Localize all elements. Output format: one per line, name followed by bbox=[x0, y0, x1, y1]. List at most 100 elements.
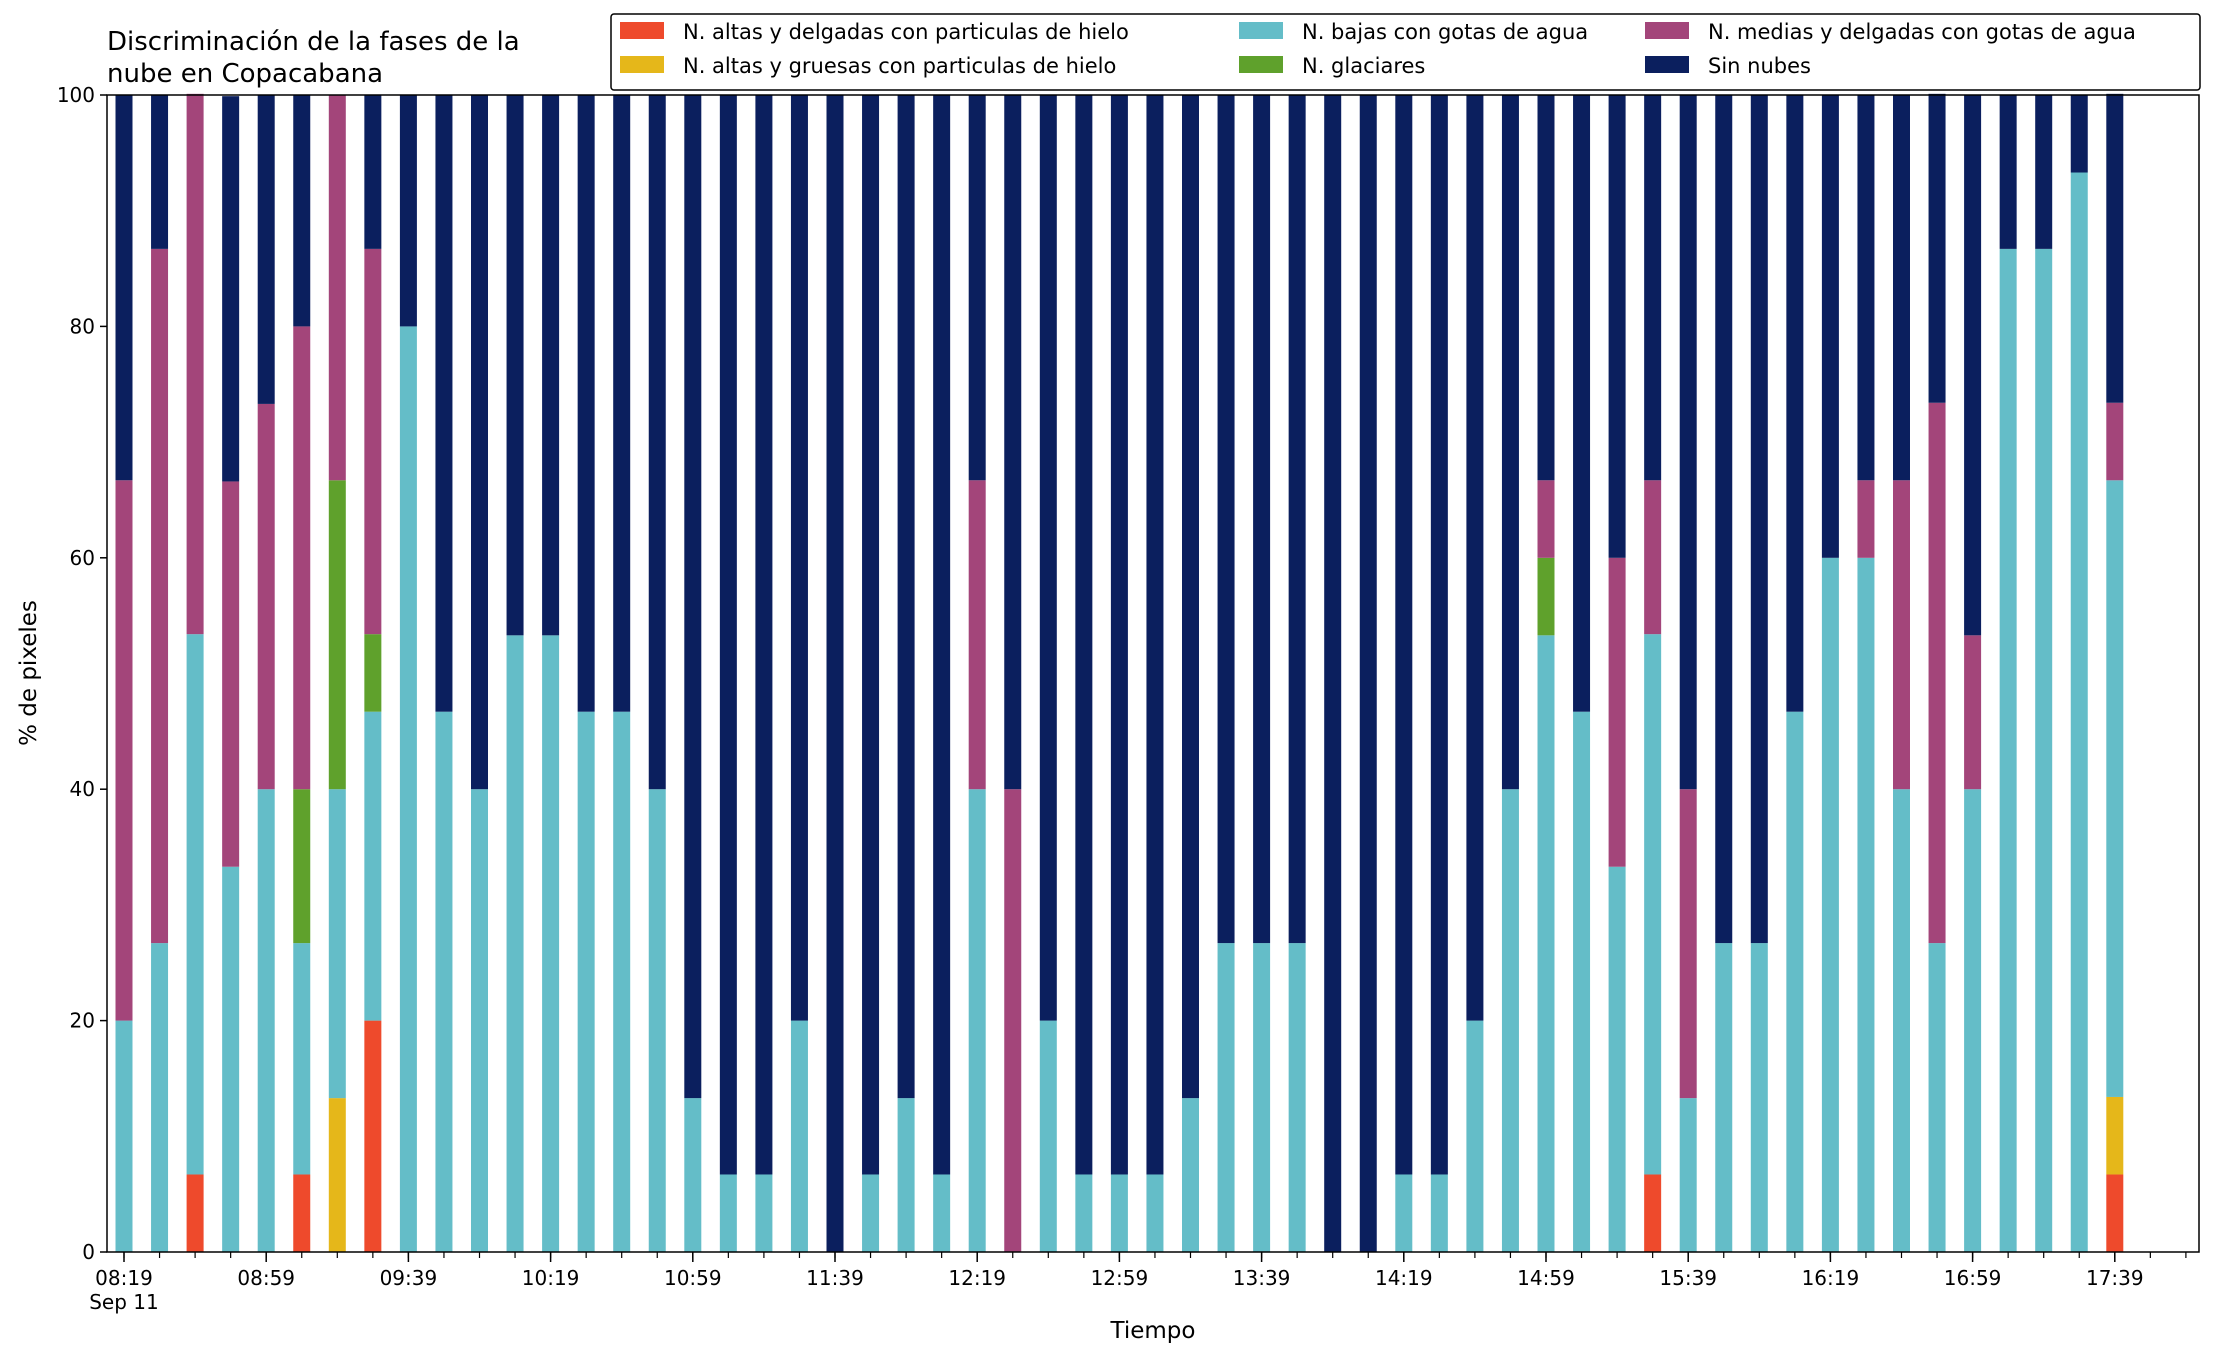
bar-segment-3 bbox=[364, 634, 382, 712]
bar-segment-5 bbox=[1893, 95, 1910, 481]
bar-segment-4 bbox=[293, 326, 311, 790]
bar-segment-5 bbox=[1715, 95, 1733, 944]
bar-segment-2 bbox=[1253, 943, 1271, 1252]
bar-segment-2 bbox=[399, 326, 417, 1252]
legend-swatch bbox=[620, 56, 664, 73]
legend: N. altas y delgadas con particulas de hi… bbox=[610, 13, 2201, 91]
bar-segment-5 bbox=[222, 96, 240, 482]
legend-swatch bbox=[1645, 22, 1689, 39]
bar-segment-1 bbox=[2106, 1096, 2124, 1175]
bar-segment-5 bbox=[1750, 95, 1768, 944]
bar-segment-4 bbox=[364, 248, 382, 635]
bar-segment-2 bbox=[968, 789, 986, 1252]
bar-segment-2 bbox=[1430, 1174, 1448, 1252]
bar-segment-5 bbox=[542, 95, 560, 636]
bar-segment-5 bbox=[1679, 95, 1697, 790]
bar-segment-2 bbox=[1644, 634, 1662, 1175]
bar-segment-5 bbox=[1182, 95, 1199, 1099]
bar-segment-2 bbox=[1679, 1098, 1697, 1252]
y-tick-label: 80 bbox=[70, 314, 95, 338]
x-tick-date-label: Sep 11 bbox=[89, 1290, 159, 1314]
bar-segment-5 bbox=[1786, 95, 1804, 712]
bar-segment-5 bbox=[506, 95, 524, 636]
bar-segment-1 bbox=[328, 1098, 346, 1252]
legend-swatch bbox=[1239, 22, 1283, 39]
bar-segment-5 bbox=[755, 95, 773, 1175]
bar-segment-0 bbox=[293, 1174, 311, 1252]
bar-segment-2 bbox=[2106, 480, 2124, 1097]
bar-segment-2 bbox=[1893, 789, 1910, 1252]
bar-segment-4 bbox=[968, 480, 986, 790]
bar-segment-2 bbox=[862, 1174, 880, 1252]
bar-segment-2 bbox=[1466, 1020, 1484, 1252]
bar-segment-2 bbox=[933, 1174, 951, 1252]
bar-segment-4 bbox=[115, 480, 133, 1021]
bar-segment-0 bbox=[2106, 1174, 2124, 1252]
bar-segment-2 bbox=[115, 1020, 133, 1252]
legend-label: Sin nubes bbox=[1708, 54, 1811, 78]
bar-segment-4 bbox=[1537, 480, 1555, 558]
bar-segment-5 bbox=[648, 95, 666, 790]
bar-segment-5 bbox=[968, 95, 986, 481]
bar-segment-2 bbox=[1964, 789, 1982, 1252]
bar-segment-2 bbox=[328, 789, 346, 1099]
bar-segment-5 bbox=[471, 95, 488, 790]
bar-segment-5 bbox=[684, 95, 702, 1099]
bar-segment-2 bbox=[542, 635, 560, 1252]
bar-segment-5 bbox=[897, 95, 915, 1099]
bar-segment-2 bbox=[1821, 557, 1839, 1252]
bar-segment-2 bbox=[1750, 943, 1768, 1252]
bar-segment-2 bbox=[897, 1098, 915, 1252]
x-tick-label: 16:59 bbox=[1944, 1266, 2002, 1290]
bar-segment-5 bbox=[1075, 95, 1093, 1175]
bars-layer bbox=[115, 93, 2124, 1252]
bar-segment-4 bbox=[186, 93, 204, 635]
bar-segment-2 bbox=[151, 943, 169, 1252]
bar-segment-5 bbox=[115, 95, 133, 481]
legend-frame bbox=[610, 13, 2201, 91]
bar-segment-2 bbox=[1075, 1174, 1093, 1252]
bar-segment-5 bbox=[435, 95, 453, 712]
chart-title-line2: nube en Copacabana bbox=[107, 59, 383, 89]
plot-frame bbox=[106, 94, 2200, 1253]
x-tick-label: 12:59 bbox=[1091, 1266, 1149, 1290]
bar-segment-5 bbox=[577, 95, 595, 712]
bar-segment-2 bbox=[1501, 789, 1519, 1252]
y-tick-label: 40 bbox=[70, 777, 95, 801]
bar-segment-2 bbox=[1608, 866, 1626, 1252]
bar-segment-4 bbox=[1679, 789, 1697, 1099]
legend-label: N. altas y delgadas con particulas de hi… bbox=[683, 20, 1129, 44]
bar-segment-4 bbox=[1857, 480, 1875, 558]
bar-segment-4 bbox=[257, 403, 275, 790]
bar-segment-2 bbox=[186, 634, 204, 1175]
bar-segment-2 bbox=[719, 1174, 737, 1252]
x-tick-label: 15:39 bbox=[1659, 1266, 1717, 1290]
bar-segment-5 bbox=[1288, 95, 1306, 944]
bar-segment-5 bbox=[293, 95, 311, 327]
x-tick-label: 11:39 bbox=[806, 1266, 864, 1290]
bar-segment-2 bbox=[364, 711, 382, 1021]
bar-segment-5 bbox=[1573, 95, 1591, 712]
bar-segment-2 bbox=[1857, 557, 1875, 1252]
bar-segment-2 bbox=[1537, 635, 1555, 1252]
bar-segment-5 bbox=[1821, 95, 1839, 558]
y-axis-label: % de pixeles bbox=[16, 600, 42, 746]
bar-segment-2 bbox=[1786, 711, 1804, 1252]
y-tick-label: 20 bbox=[70, 1009, 95, 1033]
bar-segment-4 bbox=[328, 95, 346, 481]
bar-segment-4 bbox=[151, 248, 169, 944]
bar-segment-2 bbox=[2035, 248, 2053, 1252]
y-tick-label: 100 bbox=[57, 83, 95, 107]
bar-segment-5 bbox=[1039, 95, 1057, 1021]
bar-segment-5 bbox=[1964, 95, 1982, 636]
bar-segment-2 bbox=[577, 711, 595, 1252]
bar-segment-2 bbox=[613, 711, 631, 1252]
bar-segment-5 bbox=[1537, 95, 1555, 481]
bar-segment-5 bbox=[826, 95, 844, 1252]
bar-segment-5 bbox=[613, 95, 631, 712]
bar-segment-4 bbox=[2106, 402, 2124, 481]
bar-segment-5 bbox=[1253, 95, 1271, 944]
legend-swatch bbox=[1645, 56, 1689, 73]
